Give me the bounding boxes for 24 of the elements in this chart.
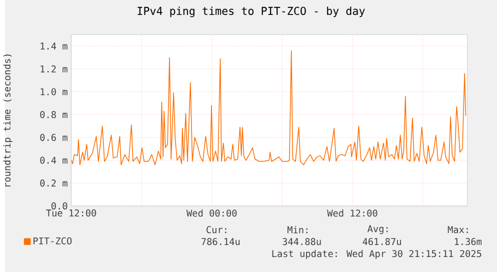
text: Avg:	[367, 225, 388, 234]
y-tick-label: 0.2 m	[40, 179, 68, 187]
text: Min:	[288, 226, 308, 234]
y-tick-label: 0.0	[51, 202, 68, 210]
line-series	[71, 50, 466, 166]
text: 461.87u	[362, 238, 401, 245]
y-tick-label: 0.6 m	[40, 134, 68, 141]
y-tick-label: 1.4 m	[40, 42, 68, 50]
y-tick-label: 1.0 m	[40, 88, 68, 96]
text: Last update: Wed Apr 30 21:15:11 2025	[272, 250, 482, 259]
y-axis-title: roundtrip time (seconds)	[3, 54, 12, 186]
y-tick-label: 1.2 m	[40, 65, 68, 72]
y-tick-label: 0.4 m	[40, 156, 68, 164]
text: Cur:	[206, 226, 226, 234]
text: 1.36m	[454, 238, 482, 245]
x-tick-label: Tue 12:00	[46, 209, 96, 216]
chart-title: IPv4 ping times to PIT-ZCO - by day	[138, 6, 365, 18]
text: 344.88u	[282, 238, 321, 245]
x-tick-label: Wed 00:00	[186, 209, 237, 217]
text: 786.14u	[202, 238, 240, 245]
x-tick-label: Wed 12:00	[327, 209, 378, 217]
y-tick-label: 0.8 m	[40, 110, 68, 118]
text: Max:	[448, 226, 468, 234]
legend-label: PIT-ZCO	[34, 237, 72, 244]
